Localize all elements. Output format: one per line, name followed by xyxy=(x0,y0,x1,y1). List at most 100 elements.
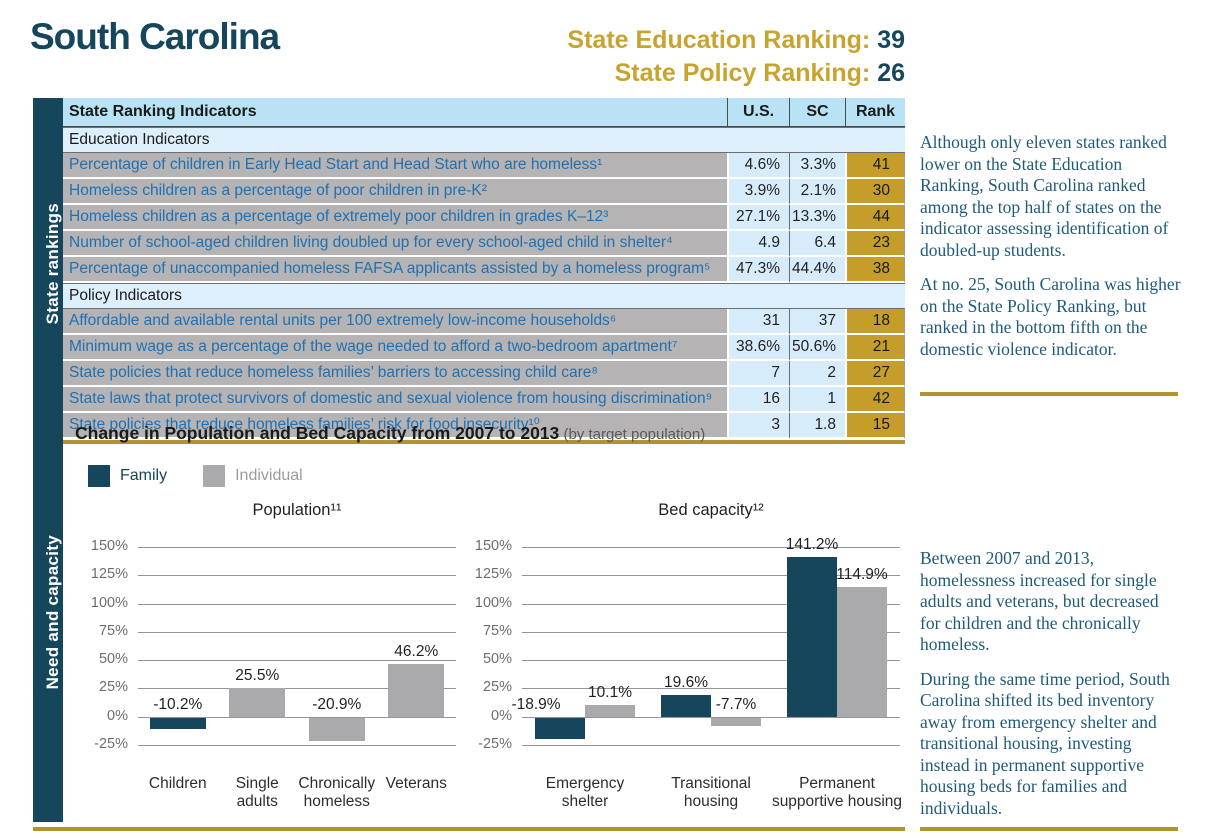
sc-value-cell: 3.3% xyxy=(789,153,845,179)
page-title: South Carolina xyxy=(30,16,280,57)
bar-family-1 xyxy=(535,717,585,740)
table-header-row: State Ranking Indicators U.S. SC Rank xyxy=(63,98,905,127)
bar-family-2 xyxy=(661,694,711,717)
gridline xyxy=(522,603,900,605)
rank-cell: 23 xyxy=(845,231,905,257)
bar-individual-2 xyxy=(229,687,286,717)
indicator-cell: Percentage of children in Early Head Sta… xyxy=(63,153,727,179)
sc-value-cell: 2 xyxy=(789,361,845,387)
sc-value-cell: 44.4% xyxy=(789,257,845,283)
bar-value-label: 10.1% xyxy=(588,684,632,702)
rankings-gold-rule xyxy=(33,440,905,444)
capacity-heading-suffix: (by target population) xyxy=(559,426,706,443)
rank-cell: 21 xyxy=(845,335,905,361)
gridline xyxy=(138,716,456,718)
gridline xyxy=(138,631,456,633)
bar-value-label: -7.7% xyxy=(715,695,757,713)
gridline xyxy=(522,745,900,746)
y-tick-label: 50% xyxy=(482,651,512,668)
table-section-row: Education Indicators xyxy=(63,127,905,153)
bar-value-label: 19.6% xyxy=(664,673,708,691)
rank-cell: 15 xyxy=(845,413,905,439)
table-row: Number of school-aged children living do… xyxy=(63,231,905,257)
bar-value-label: 25.5% xyxy=(235,666,280,684)
us-value-cell: 4.9 xyxy=(727,231,789,257)
us-value-cell: 27.1% xyxy=(727,205,789,231)
us-value-cell: 3.9% xyxy=(727,179,789,205)
table-row: State policies that reduce homeless fami… xyxy=(63,413,905,439)
bar-value-label: -18.9% xyxy=(511,695,561,713)
category-label: Emergency shelter xyxy=(545,775,625,810)
y-tick-label: 0% xyxy=(491,707,512,724)
gridline xyxy=(138,745,456,746)
indicator-cell: State laws that protect survivors of dom… xyxy=(63,387,727,413)
indicator-cell: Minimum wage as a percentage of the wage… xyxy=(63,335,727,361)
indicator-cell: State policies that reduce homeless fami… xyxy=(63,413,727,439)
rank-cell: 38 xyxy=(845,257,905,283)
sc-value-cell: 13.3% xyxy=(789,205,845,231)
y-tick-label: 25% xyxy=(98,679,128,696)
rank-cell: 44 xyxy=(845,205,905,231)
capacity-commentary: Between 2007 and 2013, homelessness incr… xyxy=(920,548,1182,832)
need-capacity-sidebar-label: Need and capacity xyxy=(43,535,62,690)
y-tick-label: 50% xyxy=(98,651,128,668)
indicator-cell: Number of school-aged children living do… xyxy=(63,231,727,257)
us-value-cell: 47.3% xyxy=(727,257,789,283)
rankings-table-body: Education Indicators Percentage of childr… xyxy=(63,127,905,439)
gridline xyxy=(138,575,456,577)
legend-individual-swatch xyxy=(203,465,226,487)
rank-cell: 42 xyxy=(845,387,905,413)
y-tick-label: 150% xyxy=(474,538,512,554)
sc-value-cell: 6.4 xyxy=(789,231,845,257)
y-tick-label: 150% xyxy=(90,538,128,554)
population-chart-title: Population¹¹ xyxy=(252,501,342,519)
rankings-commentary-rule xyxy=(920,392,1178,396)
gridline xyxy=(138,660,456,662)
state-rankings-sidebar: State rankings xyxy=(33,98,63,439)
legend-individual-label: Individual xyxy=(235,467,303,484)
table-row: Homeless children as a percentage of ext… xyxy=(63,205,905,231)
indicator-cell: State policies that reduce homeless fami… xyxy=(63,361,727,387)
y-tick-label: 75% xyxy=(98,622,128,639)
state-rankings-section: State rankings State Ranking Indicators … xyxy=(33,98,905,444)
rank-cell: 41 xyxy=(845,153,905,179)
y-tick-label: 125% xyxy=(90,566,128,583)
capacity-commentary-paragraph-2: During the same time period, South Carol… xyxy=(920,668,1170,818)
y-tick-label: 0% xyxy=(107,707,128,724)
bar-value-label: -20.9% xyxy=(312,695,362,713)
sc-value-cell: 1 xyxy=(789,387,845,413)
education-ranking-line: State Education Ranking: 39 xyxy=(567,24,905,57)
table-row: Minimum wage as a percentage of the wage… xyxy=(63,335,905,361)
table-section-label: Education Indicators xyxy=(63,127,905,153)
gridline xyxy=(138,547,456,548)
capacity-gold-rule xyxy=(33,827,905,831)
table-row: Homeless children as a percentage of poo… xyxy=(63,179,905,205)
gridline xyxy=(138,688,456,690)
category-label: Children xyxy=(148,775,207,792)
table-header-us: U.S. xyxy=(727,98,789,127)
policy-ranking-value: 26 xyxy=(877,59,905,87)
sc-value-cell: 1.8 xyxy=(789,413,845,439)
legend-family-label: Family xyxy=(120,467,168,484)
need-and-capacity-section: Need and capacity Change in Population a… xyxy=(33,415,905,831)
y-tick-label: 125% xyxy=(474,566,512,583)
rankings-commentary-paragraph-1: Although only eleven states ranked lower… xyxy=(920,132,1169,260)
bar-value-label: 46.2% xyxy=(394,643,439,661)
need-capacity-sidebar: Need and capacity xyxy=(33,415,63,822)
bar-family-1 xyxy=(149,717,206,730)
gridline xyxy=(138,603,456,605)
gridline xyxy=(522,660,900,662)
chart-plot-1: 150% 125% 100% 75% 50% 25% 0% -25% -18.9% 10.1% Em… xyxy=(475,536,902,810)
capacity-commentary-rule xyxy=(920,827,1178,831)
policy-ranking-label: State Policy Ranking: xyxy=(614,59,878,87)
category-label: Single adults xyxy=(235,775,279,810)
population-chart: Population¹¹ 150% 125% 100% 75% 50% 25% 0% -25%… xyxy=(82,501,456,810)
capacity-commentary-paragraph-1: Between 2007 and 2013, homelessness incr… xyxy=(920,548,1159,654)
bar-value-label: -10.2% xyxy=(153,695,203,713)
table-header-indicators: State Ranking Indicators xyxy=(63,98,727,127)
state-rankings-headline: State Education Ranking: 39 State Policy… xyxy=(567,24,905,90)
bed-capacity-chart-title: Bed capacity¹² xyxy=(658,501,764,519)
us-value-cell: 38.6% xyxy=(727,335,789,361)
bar-individual-3 xyxy=(837,586,887,717)
gridline xyxy=(522,716,900,718)
